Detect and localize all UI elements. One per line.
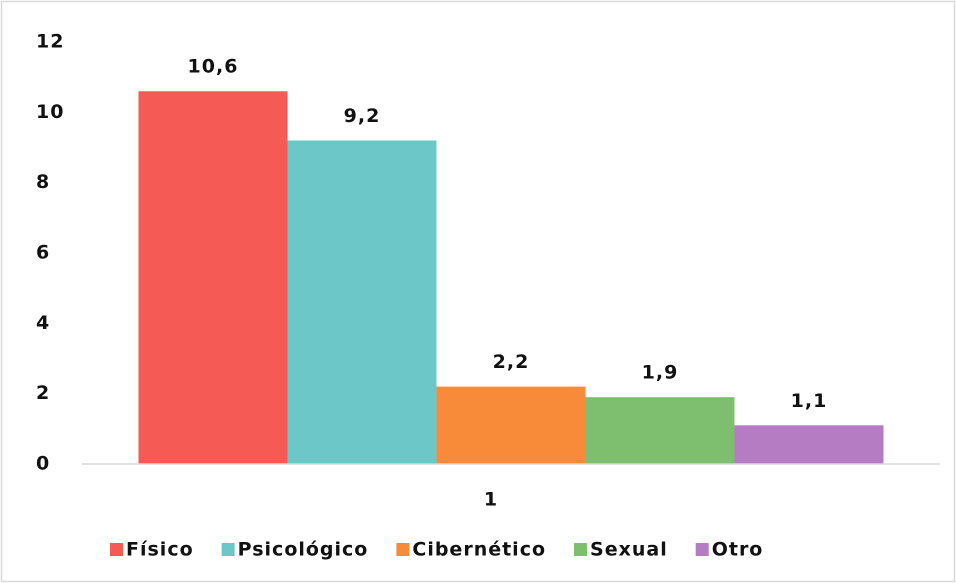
legend-label: Cibernético xyxy=(412,539,546,561)
y-tick-label: 10 xyxy=(36,101,64,123)
y-tick-label: 0 xyxy=(36,453,50,475)
data-label: 1,1 xyxy=(791,390,828,412)
y-tick-label: 8 xyxy=(36,171,50,193)
y-tick-label: 12 xyxy=(36,31,64,53)
bar xyxy=(287,140,437,464)
legend-label: Sexual xyxy=(590,539,668,561)
y-tick-label: 6 xyxy=(36,242,50,264)
data-label: 2,2 xyxy=(493,351,530,373)
bar xyxy=(734,425,884,464)
bar xyxy=(585,397,735,464)
legend-label: Físico xyxy=(126,539,194,561)
x-tick-label: 1 xyxy=(484,489,498,511)
bar xyxy=(436,386,586,464)
legend-swatch xyxy=(574,543,588,556)
legend-swatch xyxy=(396,543,410,556)
data-label: 9,2 xyxy=(344,105,381,127)
bar xyxy=(138,91,288,464)
data-label: 10,6 xyxy=(188,56,239,78)
y-tick-label: 2 xyxy=(36,382,50,404)
legend-swatch xyxy=(221,543,235,556)
y-tick-label: 4 xyxy=(36,312,50,334)
legend-label: Psicológico xyxy=(238,539,369,561)
legend-label: Otro xyxy=(712,539,764,561)
legend-swatch xyxy=(695,543,709,556)
legend-swatch xyxy=(110,543,123,556)
data-label: 1,9 xyxy=(642,362,679,384)
